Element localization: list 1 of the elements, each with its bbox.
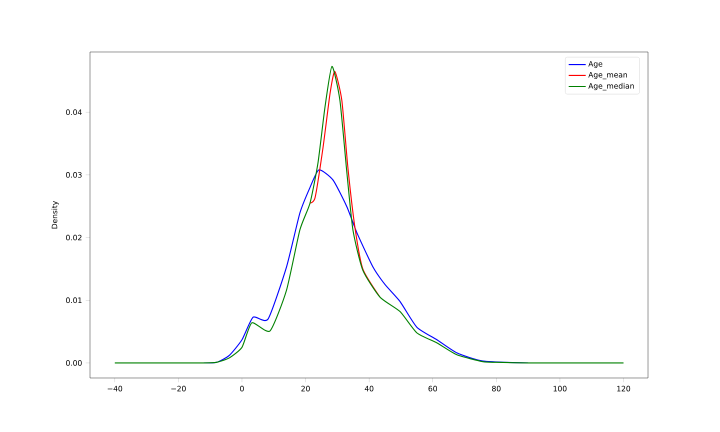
line-series xyxy=(309,70,381,298)
